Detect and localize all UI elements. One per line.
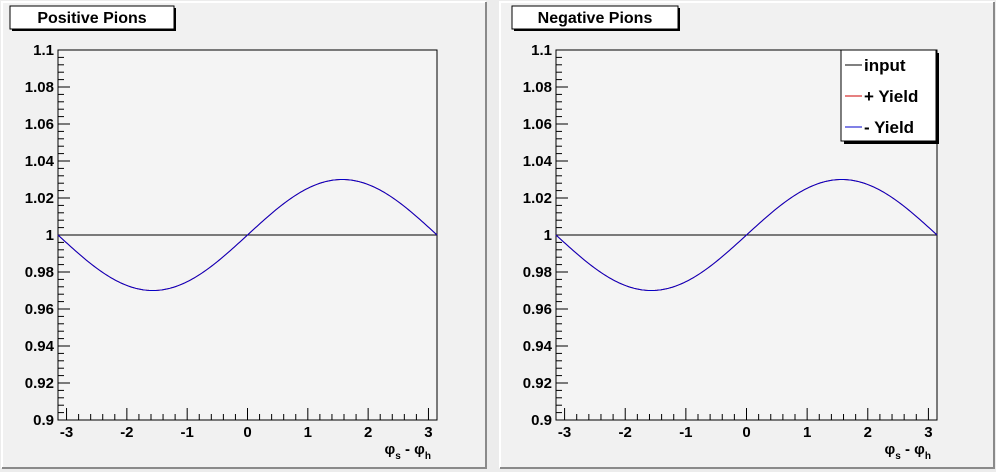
- x-tick-label: -2: [120, 424, 133, 441]
- pad-highlight: [499, 1, 994, 468]
- x-tick-label: 1: [304, 424, 312, 441]
- x-tick-label: 3: [424, 424, 432, 441]
- x-tick-label: 0: [742, 424, 750, 441]
- y-tick-label: 1.06: [25, 116, 54, 133]
- chart-title: Positive Pions: [37, 10, 146, 27]
- chart-title: Negative Pions: [538, 10, 653, 27]
- y-tick-label: 1.04: [523, 153, 553, 170]
- y-axis: 0.9 0.92 0.94 0.96 0.98 1 1.02 1.04 1.06 1.08 1.1: [25, 42, 70, 429]
- x-tick-label: -1: [181, 424, 194, 441]
- y-tick-label: 1.1: [531, 42, 552, 59]
- y-tick-label: 0.92: [523, 375, 552, 392]
- legend-entry-label: - Yield: [864, 118, 914, 137]
- x-tick-label: 2: [864, 424, 872, 441]
- y-tick-label: 0.92: [25, 375, 54, 392]
- x-tick-label: -1: [679, 424, 692, 441]
- x-tick-label: 2: [364, 424, 372, 441]
- series-group: [57, 178, 438, 292]
- y-tick-label: 1.02: [523, 190, 552, 207]
- y-tick-label: 1: [544, 227, 552, 244]
- negative-pions-panel: 0.9 0.92 0.94 0.96 0.98 1 1.02 1.04 1.06 1.08 1.1 -…: [499, 1, 995, 469]
- series-group: [555, 178, 938, 292]
- y-tick-label: 0.98: [523, 264, 552, 281]
- title-box: [9, 5, 175, 30]
- title-box: [511, 5, 679, 30]
- y-tick-label: 0.9: [33, 412, 54, 429]
- pad-shadow: [500, 2, 995, 469]
- x-tick-label: 1: [803, 424, 811, 441]
- x-axis: -3 -2 -1 0 1 2 3: [60, 408, 433, 441]
- x-axis-label: φs - φh: [885, 441, 931, 462]
- y-tick-label: 1.1: [33, 42, 54, 59]
- y-tick-label: 0.96: [523, 301, 552, 318]
- legend: input + Yield - Yield: [840, 49, 939, 144]
- y-tick-label: 0.96: [25, 301, 54, 318]
- x-tick-label: 0: [243, 424, 251, 441]
- x-axis: -3 -2 -1 0 1 2 3: [558, 408, 933, 441]
- y-tick-label: 0.98: [25, 264, 54, 281]
- positive-pions-panel: 0.9 0.92 0.94 0.96 0.98 1 1.02 1.04 1.06 1.08 1.1 -…: [1, 1, 487, 469]
- y-tick-label: 1.08: [523, 79, 552, 96]
- y-tick-label: 1.02: [25, 190, 54, 207]
- x-tick-label: -3: [558, 424, 571, 441]
- y-tick-label: 0.9: [531, 412, 552, 429]
- pad-shadow: [2, 2, 487, 469]
- y-tick-label: 0.94: [523, 338, 553, 355]
- x-tick-label: 3: [924, 424, 932, 441]
- y-tick-label: 1: [46, 227, 54, 244]
- pad-highlight: [1, 1, 486, 468]
- y-axis: 0.9 0.92 0.94 0.96 0.98 1 1.02 1.04 1.06 1.08 1.1: [523, 42, 568, 429]
- legend-entry-label: + Yield: [864, 87, 918, 106]
- y-tick-label: 1.08: [25, 79, 54, 96]
- series-line-yield: [57, 178, 438, 292]
- y-tick-label: 1.04: [25, 153, 55, 170]
- y-tick-label: 0.94: [25, 338, 55, 355]
- legend-entry-label: input: [864, 56, 906, 75]
- x-tick-label: -3: [60, 424, 73, 441]
- y-tick-label: 1.06: [523, 116, 552, 133]
- x-axis-label: φs - φh: [385, 441, 431, 462]
- series-line-yield: [555, 178, 938, 292]
- x-tick-label: -2: [619, 424, 632, 441]
